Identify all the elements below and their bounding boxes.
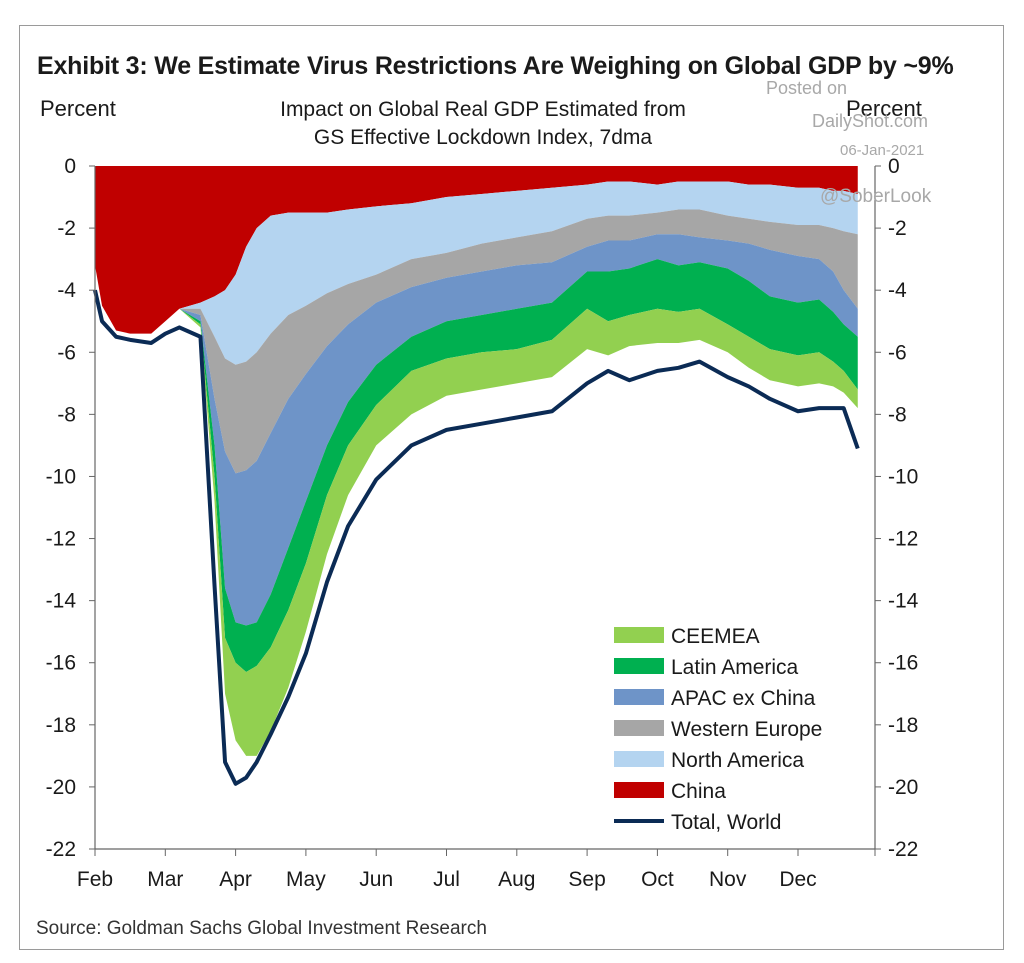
y-tick-label-left: -20 (46, 776, 76, 799)
x-tick-label: Sep (568, 868, 605, 891)
y-tick-label-right: 0 (888, 155, 900, 178)
legend-swatch-latin-america (614, 658, 664, 674)
y-tick-label-right: -20 (888, 776, 918, 799)
watermark-site: DailyShot.com (812, 111, 929, 131)
chart-title: Exhibit 3: We Estimate Virus Restriction… (37, 52, 954, 80)
line-total-world (93, 289, 860, 786)
y-tick-label-left: -6 (57, 341, 76, 364)
legend-label-western-europe: Western Europe (671, 718, 822, 741)
y-tick-label-left: -18 (46, 714, 76, 737)
y-tick-label-left: -14 (46, 590, 77, 613)
area-north-america (95, 181, 858, 365)
x-tick-label: May (286, 868, 326, 891)
watermark-posted-on: Posted on (766, 78, 848, 98)
legend-swatch-western-europe (614, 720, 664, 736)
y-tick-label-left: -12 (46, 528, 76, 551)
x-tick-label: Dec (779, 868, 816, 891)
y-tick-label-left: -10 (46, 465, 76, 488)
y-tick-label-left: -8 (57, 403, 76, 426)
y-tick-label-left: 0 (64, 155, 76, 178)
legend-label-north-america: North America (671, 749, 804, 772)
x-tick-label: Jul (433, 868, 460, 891)
legend-label-china: China (671, 780, 726, 803)
y-tick-label-right: -10 (888, 465, 918, 488)
y-tick-label-right: -18 (888, 714, 918, 737)
y-tick-label-right: -22 (888, 838, 918, 861)
legend-label-ceemea: CEEMEA (671, 625, 760, 648)
legend-swatch-ceemea (614, 627, 664, 643)
area-ceemea (95, 265, 858, 756)
y-tick-label-left: -4 (57, 279, 76, 302)
x-tick-label: Aug (498, 868, 535, 891)
x-tick-label: Apr (219, 868, 252, 891)
y-tick-label-right: -2 (888, 217, 907, 240)
legend-label-apac-ex-china: APAC ex China (671, 687, 816, 710)
legend-swatch-china (614, 782, 664, 798)
y-tick-label-right: -14 (888, 590, 919, 613)
legend-label-total-world: Total, World (671, 811, 782, 834)
x-tick-label: Jun (359, 868, 393, 891)
x-tick-label: Oct (641, 868, 674, 891)
y-tick-label-right: -4 (888, 279, 907, 302)
y-tick-label-right: -12 (888, 528, 918, 551)
x-tick-label: Nov (709, 868, 747, 891)
y-tick-label-right: -16 (888, 652, 918, 675)
chart-subtitle-line2: GS Effective Lockdown Index, 7dma (313, 126, 653, 149)
y-tick-label-right: -8 (888, 403, 907, 426)
area-latin-america (95, 259, 858, 673)
y-tick-label-left: -2 (57, 217, 76, 240)
y-tick-label-left: -16 (46, 652, 76, 675)
x-tick-label: Mar (147, 868, 183, 891)
y-tick-label-right: -6 (888, 341, 907, 364)
chart-source: Source: Goldman Sachs Global Investment … (36, 918, 487, 939)
legend-swatch-north-america (614, 751, 664, 767)
watermark-date: 06-Jan-2021 (840, 142, 925, 159)
y-axis-unit-left: Percent (40, 96, 116, 121)
legend-label-latin-america: Latin America (671, 656, 799, 679)
x-tick-label: Feb (77, 868, 113, 891)
chart-subtitle-line1: Impact on Global Real GDP Estimated from (280, 98, 686, 121)
area-western-europe (95, 209, 858, 474)
area-china (95, 166, 858, 334)
watermark-handle: @SoberLook (820, 186, 932, 207)
y-axis-unit-right: Percent (846, 96, 922, 121)
area-apac-ex-china (95, 234, 858, 626)
legend-swatch-apac-ex-china (614, 689, 664, 705)
y-tick-label-left: -22 (46, 838, 76, 861)
